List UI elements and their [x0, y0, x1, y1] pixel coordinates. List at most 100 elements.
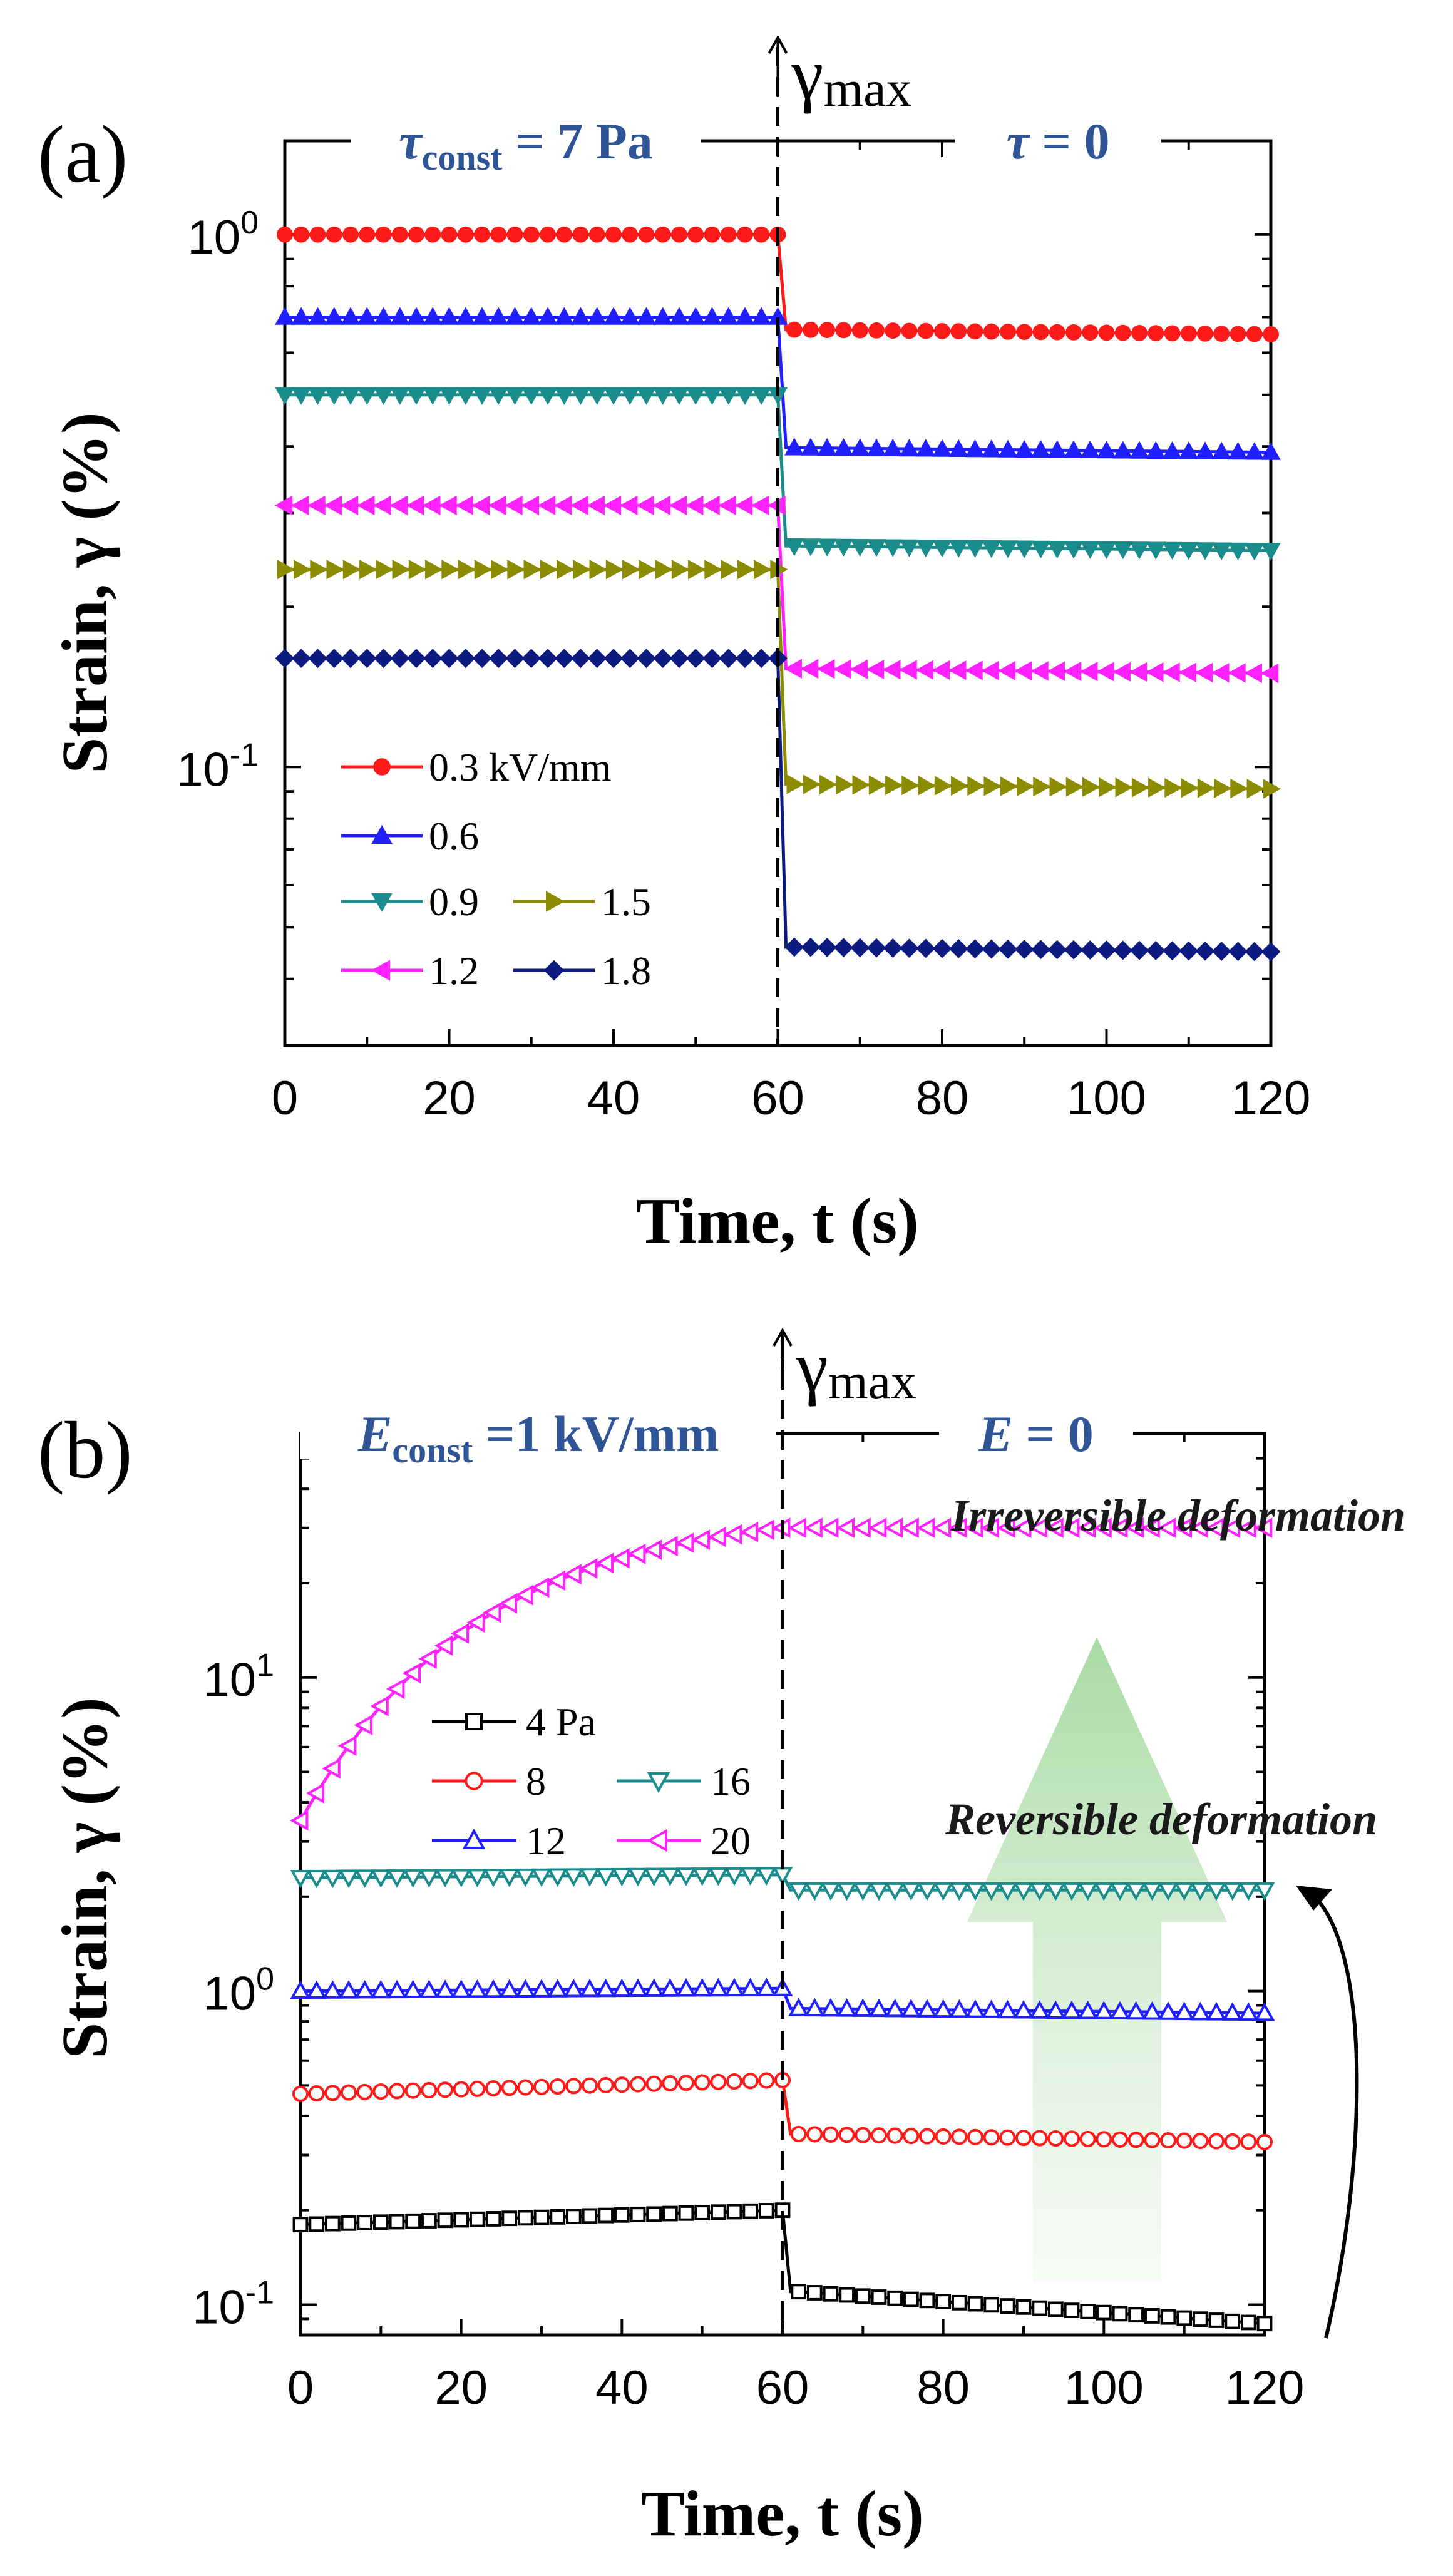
- data-point: [1014, 439, 1034, 458]
- data-point: [603, 649, 624, 669]
- data-point: [675, 1532, 694, 1553]
- panel-b-big-arrow: [967, 1637, 1227, 2282]
- data-point: [1192, 2132, 1209, 2150]
- data-point: [1049, 777, 1067, 797]
- data-point: [1146, 941, 1166, 960]
- data-point: [784, 538, 804, 557]
- region-label: E = 0: [978, 1405, 1093, 1462]
- data-point: [1045, 1882, 1066, 1901]
- data-point: [1047, 2301, 1064, 2317]
- data-point: [1180, 325, 1197, 342]
- panel-a: (a) τconst = 7 Pa τ = 0 0.3 kV/mm 0.6 0.9 1.…: [38, 34, 1310, 1257]
- data-point: [309, 226, 326, 243]
- data-point: [885, 775, 903, 796]
- data-point: [1015, 2299, 1032, 2315]
- data-point: [620, 495, 638, 516]
- data-point: [423, 387, 443, 405]
- panel-b: (b) Econst =1 kV/mm E = 0 4 Pa 8 16 12 20 Irr…: [38, 1327, 1405, 2550]
- data-point: [1080, 662, 1098, 682]
- data-point: [901, 322, 918, 339]
- data-point: [354, 1979, 376, 1999]
- data-point: [291, 387, 311, 405]
- data-point: [784, 937, 804, 957]
- data-point: [1195, 542, 1215, 560]
- data-point: [1031, 940, 1050, 960]
- data-point: [441, 226, 458, 243]
- data-point: [685, 387, 706, 405]
- data-point: [1146, 441, 1166, 459]
- data-point: [886, 2127, 903, 2144]
- data-point: [587, 307, 607, 325]
- data-point: [659, 1867, 680, 1886]
- series-4-Pa: [292, 2202, 1273, 2332]
- data-point: [439, 495, 457, 516]
- region-label: Econst =1 kV/mm: [357, 1405, 719, 1470]
- data-point: [290, 1980, 311, 1999]
- data-point: [563, 1564, 582, 1585]
- data-point: [1197, 778, 1216, 798]
- data-point: [950, 323, 967, 339]
- data-point: [671, 559, 690, 580]
- data-point: [1246, 326, 1263, 342]
- data-point: [1114, 324, 1131, 341]
- data-point: [948, 540, 968, 558]
- data-point: [1261, 942, 1281, 962]
- data-point: [718, 495, 736, 516]
- data-point: [547, 1979, 568, 1998]
- data-point: [374, 649, 393, 669]
- data-point: [866, 659, 885, 680]
- data-point: [456, 387, 476, 405]
- legend-entry: 1.8: [513, 948, 651, 993]
- data-point: [1047, 541, 1067, 559]
- data-point: [1178, 662, 1196, 682]
- data-point: [659, 1978, 680, 1997]
- data-point: [605, 226, 622, 243]
- data-point: [1230, 778, 1248, 799]
- data-point: [424, 226, 441, 243]
- panel-b-gamma-max-label: γmax: [773, 1327, 916, 1410]
- data-point: [1206, 1882, 1227, 1901]
- data-point: [1208, 2312, 1225, 2328]
- data-point: [637, 649, 656, 669]
- data-point: [981, 660, 999, 680]
- data-point: [707, 1978, 729, 1997]
- panel-b-region-labels: Econst =1 kV/mm E = 0: [300, 1405, 1133, 1470]
- data-point: [1194, 662, 1213, 683]
- legend-entry: 8: [432, 1759, 546, 1804]
- panel-b-x-tick-labels: 0 20 40 60 80 100 120: [287, 2361, 1305, 2414]
- data-point: [836, 1882, 858, 1901]
- data-point: [405, 2213, 421, 2229]
- data-point: [550, 2209, 566, 2225]
- data-point: [803, 321, 819, 338]
- data-point: [603, 387, 624, 405]
- data-point: [833, 438, 854, 456]
- data-point: [790, 2125, 807, 2143]
- data-point: [403, 1869, 424, 1888]
- data-point: [692, 1867, 713, 1886]
- data-point: [306, 1980, 327, 1999]
- series-0-6: [275, 307, 1281, 460]
- data-point: [341, 649, 361, 669]
- data-point: [636, 307, 657, 325]
- data-point: [451, 1869, 472, 1887]
- data-point: [573, 559, 591, 580]
- data-point: [669, 649, 689, 669]
- data-point: [1014, 540, 1034, 558]
- data-point: [866, 438, 886, 456]
- legend-entry: 12: [432, 1819, 566, 1863]
- data-point: [620, 649, 640, 669]
- data-point: [900, 1517, 919, 1539]
- data-point: [751, 649, 771, 669]
- data-point: [1197, 325, 1213, 342]
- data-point: [836, 1998, 858, 2017]
- data-point: [932, 660, 950, 680]
- data-point: [423, 307, 443, 325]
- data-point: [751, 307, 771, 325]
- data-point: [598, 2207, 614, 2224]
- data-point: [720, 226, 737, 243]
- data-point: [357, 2215, 373, 2230]
- data-point: [1093, 1882, 1114, 1901]
- data-point: [934, 776, 953, 796]
- data-point: [421, 2213, 437, 2229]
- data-point: [1176, 2310, 1193, 2326]
